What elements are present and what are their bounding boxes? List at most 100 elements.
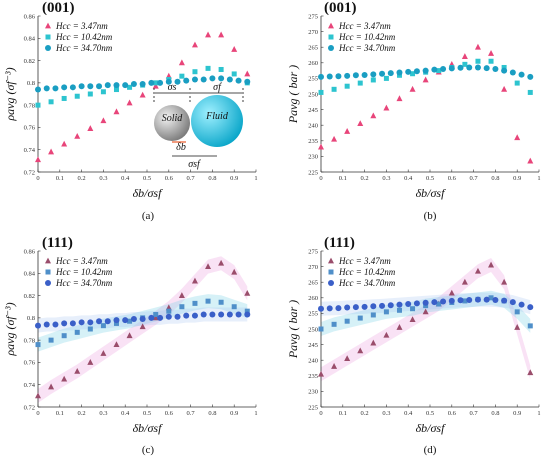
data-point: [35, 86, 41, 93]
data-point: [379, 302, 386, 309]
data-point: [183, 77, 190, 84]
data-point: [139, 315, 146, 322]
y-tick-label: 265: [308, 45, 318, 52]
y-tick-label: 275: [308, 248, 318, 255]
data-point: [244, 78, 251, 85]
data-point: [410, 306, 416, 312]
data-point: [127, 84, 133, 90]
data-point: [61, 333, 67, 339]
data-point: [448, 65, 455, 72]
y-axis-label: Pavg ( bar ): [286, 65, 300, 124]
data-point: [191, 312, 198, 319]
series-2: [35, 311, 251, 329]
series-band: [38, 256, 248, 403]
sigma-f-label: σf: [213, 82, 222, 93]
legend-label: Hcc = 3.47nm: [55, 21, 108, 31]
y-tick-label: 0.84: [24, 271, 36, 278]
data-point: [61, 84, 68, 91]
data-point: [87, 326, 93, 332]
data-point: [331, 135, 338, 142]
data-point: [218, 31, 225, 38]
data-point: [153, 312, 159, 318]
data-point: [405, 301, 412, 308]
data-point: [153, 80, 159, 86]
y-tick-label: 240: [308, 123, 318, 130]
x-tick-label: 0.1: [56, 410, 64, 417]
data-point: [218, 259, 225, 266]
data-point: [483, 296, 490, 303]
data-point: [318, 143, 324, 150]
data-point: [218, 311, 225, 318]
x-tick-label: 0.8: [491, 175, 499, 182]
x-tick-label: 0.3: [382, 175, 390, 182]
data-point: [462, 61, 468, 67]
data-point: [396, 301, 403, 308]
x-axis-label: δb/σsf: [133, 186, 164, 200]
y-tick-label: 235: [308, 373, 318, 380]
data-point: [370, 303, 377, 310]
data-point: [387, 302, 394, 309]
data-point: [514, 309, 520, 315]
data-point: [488, 50, 495, 56]
data-point: [410, 71, 416, 77]
y-tick-label: 255: [308, 311, 318, 318]
data-point: [357, 120, 364, 127]
x-axis-label: δb/σsf: [133, 421, 164, 435]
y-tick-label: 0.74: [24, 147, 36, 154]
x-tick-label: 0.9: [230, 410, 238, 417]
y-tick-label: 0.86: [24, 13, 36, 20]
data-point: [179, 304, 185, 310]
data-point: [448, 289, 455, 296]
data-point: [501, 64, 507, 70]
data-point: [152, 82, 159, 89]
x-axis-label: δb/σsf: [416, 421, 447, 435]
x-tick-label: 0.7: [187, 410, 196, 417]
data-point: [396, 307, 402, 313]
y-tick-label: 245: [308, 107, 318, 114]
y-tick-label: 0.74: [24, 382, 36, 389]
data-point: [527, 304, 534, 311]
legend-label: Hcc = 10.42nm: [55, 32, 113, 42]
data-point: [87, 125, 94, 131]
panel-title: (001): [324, 0, 357, 16]
data-point: [492, 66, 499, 73]
legend-marker: [328, 22, 334, 29]
x-tick-label: 0.5: [143, 410, 151, 417]
data-point: [422, 76, 429, 83]
panel-caption: (a): [142, 210, 155, 222]
data-point: [205, 263, 212, 269]
y-tick-label: 230: [308, 389, 318, 396]
data-point: [409, 85, 416, 92]
data-point: [78, 319, 85, 326]
x-tick-label: 0.5: [426, 410, 434, 417]
series-2: [318, 64, 534, 80]
series-band: [38, 294, 248, 352]
data-point: [130, 315, 137, 322]
data-point: [48, 383, 55, 390]
data-point: [69, 320, 76, 327]
legend-label: Hcc = 10.42nm: [55, 267, 113, 277]
x-tick-label: 0.3: [99, 410, 107, 417]
data-point: [87, 319, 94, 326]
y-tick-label: 0.82: [24, 293, 35, 300]
x-tick-label: 0: [319, 410, 322, 417]
data-point: [352, 304, 359, 311]
x-tick-label: 0.2: [361, 410, 369, 417]
data-point: [361, 71, 368, 78]
data-point: [96, 318, 103, 325]
data-point: [87, 359, 94, 365]
x-tick-label: 0.6: [448, 175, 457, 182]
data-point: [422, 308, 429, 315]
data-point: [344, 318, 350, 324]
data-point: [462, 298, 468, 304]
data-point: [152, 314, 159, 321]
data-point: [35, 102, 41, 108]
x-tick-label: 0.3: [382, 410, 390, 417]
x-tick-label: 0.4: [404, 410, 413, 417]
x-tick-label: 0.2: [361, 175, 369, 182]
data-point: [113, 82, 120, 89]
data-point: [218, 66, 224, 72]
data-point: [74, 132, 81, 139]
data-point: [126, 332, 133, 339]
y-tick-label: 0.84: [24, 36, 36, 43]
